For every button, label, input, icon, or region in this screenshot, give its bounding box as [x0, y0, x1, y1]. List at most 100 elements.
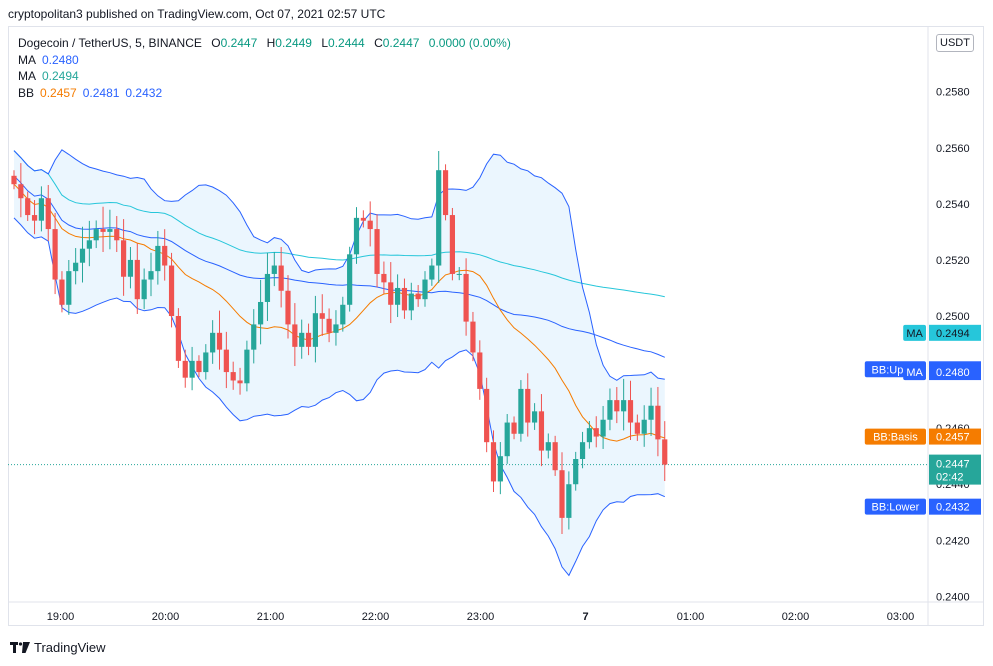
candle-body: [134, 259, 140, 300]
candle-body: [305, 332, 312, 347]
candle: [497, 442, 503, 495]
candle-body: [196, 360, 202, 373]
candle-body: [655, 405, 661, 440]
time-tick-label: 02:00: [782, 611, 810, 623]
candle: [162, 229, 168, 281]
candle-body: [566, 484, 572, 518]
tradingview-logo-icon: [10, 641, 30, 653]
candle-body: [573, 459, 579, 485]
candle-body: [182, 360, 188, 378]
legend-ma2-row[interactable]: MA 0.2494: [18, 68, 517, 85]
candle-body: [52, 229, 58, 280]
candle-body: [45, 198, 51, 230]
time-tick-label: 22:00: [362, 611, 390, 623]
candle: [538, 394, 545, 467]
candle-body: [162, 245, 168, 266]
candle: [429, 258, 435, 286]
candle: [210, 320, 216, 364]
candle: [470, 311, 476, 362]
footer: TradingView: [10, 640, 106, 655]
candle-body: [189, 360, 195, 378]
candle: [449, 207, 455, 281]
candle-body: [175, 316, 181, 361]
price-tick-label: 0.2560: [936, 143, 970, 155]
candle-body: [470, 321, 476, 353]
candle-body: [614, 400, 620, 412]
axis-badge-value-bg: [929, 498, 981, 515]
ohlc-high-key: H: [266, 36, 276, 50]
candle-body: [600, 419, 606, 437]
candle-body: [258, 301, 264, 325]
price-tick-label: 0.2520: [936, 255, 970, 267]
candle: [18, 163, 24, 218]
candle-body: [203, 352, 209, 373]
candle-body: [326, 318, 332, 333]
symbol-title[interactable]: Dogecoin / TetherUS, 5, BINANCE: [18, 36, 202, 50]
candle-body: [374, 229, 380, 274]
candle-body: [66, 271, 72, 305]
candle: [189, 346, 195, 391]
axis-badge: BB:Lower 0.2432: [864, 498, 981, 515]
candle: [326, 308, 332, 343]
candle: [627, 380, 634, 440]
candle: [573, 451, 579, 491]
candle-body: [408, 293, 414, 311]
candle-body: [648, 405, 654, 420]
legend-ma1-row[interactable]: MA 0.2480: [18, 52, 517, 69]
ohlc-high-value: 0.2449: [275, 36, 312, 50]
ohlc-close-key: C: [374, 36, 383, 50]
top-bar: cryptopolitan3 published on TradingView.…: [0, 0, 993, 30]
candle: [566, 471, 572, 530]
time-tick-label: 03:00: [887, 611, 915, 623]
candle: [395, 274, 401, 318]
candlestick-chart[interactable]: 0.24000.24200.24400.24600.24800.25000.25…: [8, 26, 984, 626]
candle: [662, 421, 668, 482]
price-tick-label: 0.2540: [936, 199, 970, 211]
time-tick-label: 20:00: [152, 611, 180, 623]
candle: [319, 294, 325, 336]
candle-body: [285, 290, 291, 325]
candle-body: [429, 265, 435, 280]
candle: [518, 380, 524, 442]
candle: [59, 271, 65, 313]
axis-badge-label: BB:Lower: [872, 502, 920, 514]
candle-body: [627, 400, 634, 423]
candle: [477, 340, 483, 400]
candle-body: [607, 400, 613, 420]
publish-info: cryptopolitan3 published on TradingView.…: [8, 7, 386, 21]
bb-basis-line: [13, 183, 665, 442]
candle: [422, 271, 428, 307]
candle-body: [449, 215, 455, 274]
bb-fill: [14, 149, 665, 576]
candle: [25, 191, 31, 221]
axis-badge-value: 0.2432: [936, 502, 970, 514]
legend-bb-row[interactable]: BB 0.2457 0.2481 0.2432: [18, 85, 517, 102]
candle: [415, 285, 421, 307]
candle: [264, 252, 271, 321]
candle: [52, 212, 58, 295]
candle-body: [223, 349, 229, 373]
candle: [648, 387, 654, 436]
brand-name[interactable]: TradingView: [34, 640, 106, 655]
candle-body: [127, 259, 134, 277]
candle-body: [230, 372, 236, 381]
candle-body: [641, 419, 647, 434]
candle: [271, 252, 277, 287]
ma1-value: 0.2480: [42, 52, 79, 67]
candle: [38, 186, 44, 232]
candle-body: [18, 184, 24, 199]
candle: [312, 295, 318, 363]
chart-frame: [8, 26, 984, 626]
candle-body: [395, 287, 401, 305]
candle: [230, 361, 236, 390]
candle-body: [292, 324, 298, 347]
candle: [93, 220, 99, 249]
candle-body: [415, 293, 421, 300]
candle: [278, 246, 284, 308]
bb-label: BB: [18, 85, 35, 100]
axis-badge-value: 0.2480: [936, 367, 970, 379]
axis-badge-label-bg: [903, 364, 926, 381]
currency-badge[interactable]: USDT: [936, 34, 974, 52]
candle: [292, 303, 298, 367]
